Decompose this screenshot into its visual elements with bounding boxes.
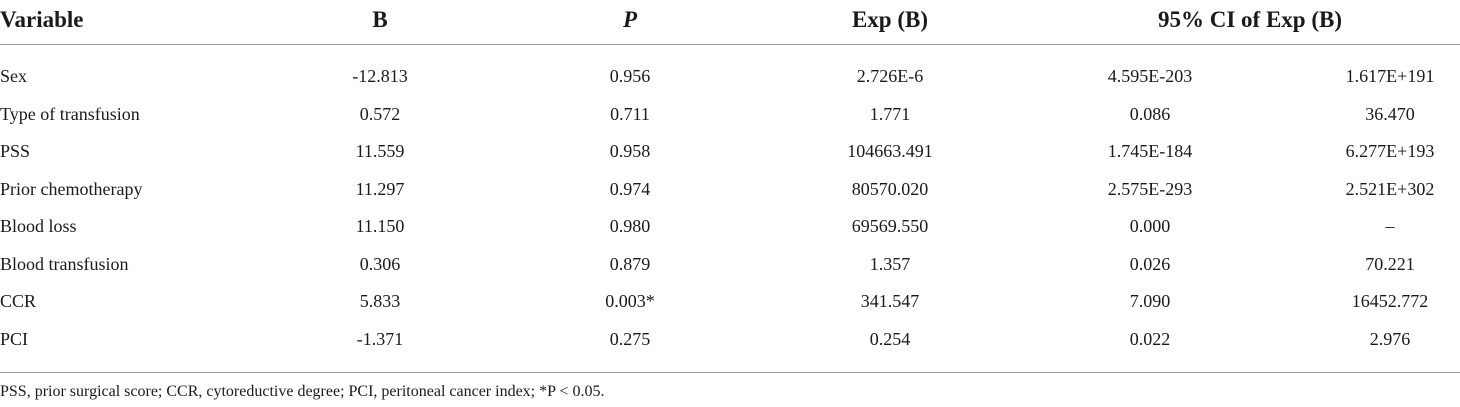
header-b: B	[372, 7, 388, 32]
header-p: P	[530, 0, 730, 40]
cell-variable: PSS	[0, 141, 31, 161]
cell-variable: PCI	[0, 328, 29, 349]
cell-b: 5.833	[359, 291, 401, 311]
cell-ci-low: 1.745E-184	[1107, 141, 1193, 161]
header-exp-b: Exp (B)	[851, 7, 929, 32]
cell-variable: Blood loss	[0, 216, 77, 236]
table-row: Type of transfusion 0.572 0.711 1.771 0.086 3…	[0, 96, 1460, 133]
cell-p: 0.958	[609, 141, 651, 161]
cell-ci-high: 2.521E+302	[1345, 178, 1435, 199]
cell-p: 0.980	[609, 216, 651, 236]
cell-p: 0.879	[609, 253, 651, 274]
cell-b: 0.306	[359, 253, 401, 274]
cell-b: 11.559	[355, 141, 405, 161]
cell-exp-b: 341.547	[860, 291, 920, 311]
cell-exp-b: 69569.550	[851, 216, 929, 236]
cell-b: -12.813	[352, 66, 408, 86]
table-row: Prior chemotherapy 11.297 0.974 80570.020 2.…	[0, 171, 1460, 208]
cell-p: 0.275	[609, 328, 651, 349]
bottom-rule	[0, 372, 1460, 373]
cell-b: -1.371	[356, 328, 404, 349]
cell-ci-high: 70.221	[1365, 253, 1415, 274]
cell-ci-low: 7.090	[1129, 291, 1171, 311]
table-row: Blood transfusion 0.306 0.879 1.357 0.026 70.…	[0, 246, 1460, 283]
cell-exp-b: 2.726E-6	[856, 66, 924, 86]
cell-ci-high: 16452.772	[1351, 291, 1429, 311]
cell-p: 0.003*	[605, 291, 655, 311]
cell-p: 0.711	[610, 103, 650, 124]
cell-ci-low: 2.575E-293	[1107, 178, 1193, 199]
table-row: PSS 11.559 0.958 104663.491 1.745E-184 6.277E…	[0, 133, 1460, 170]
cell-exp-b: 1.357	[869, 253, 911, 274]
table-row: Sex -12.813 0.956 2.726E-6 4.595E-203 1.617E+…	[0, 58, 1460, 95]
table-footnote: PSS, prior surgical score; CCR, cytoredu…	[0, 383, 605, 400]
cell-b: 0.572	[359, 103, 401, 124]
cell-ci-low: 0.086	[1129, 103, 1171, 124]
cell-b: 11.297	[355, 178, 405, 199]
header-variable: Variable	[0, 7, 84, 32]
cell-variable: Sex	[0, 66, 27, 86]
cell-variable: Blood transfusion	[0, 253, 129, 274]
cell-ci-low: 0.026	[1129, 253, 1171, 274]
cell-ci-high: 6.277E+193	[1345, 141, 1435, 161]
cell-ci-high: 36.470	[1365, 103, 1415, 124]
table-row: Blood loss 11.150 0.980 69569.550 0.000 –	[0, 208, 1460, 245]
cell-ci-low: 0.022	[1129, 328, 1171, 349]
cell-ci-high: 1.617E+191	[1345, 66, 1435, 86]
cell-ci-low: 0.000	[1129, 216, 1171, 236]
header-ci: 95% CI of Exp (B)	[1157, 7, 1342, 32]
cell-variable: CCR	[0, 291, 37, 311]
table-row: CCR 5.833 0.003* 341.547 7.090 16452.772	[0, 283, 1460, 320]
cell-exp-b: 0.254	[869, 328, 911, 349]
cell-ci-low: 4.595E-203	[1107, 66, 1193, 86]
cell-p: 0.974	[609, 178, 651, 199]
cell-exp-b: 1.771	[869, 103, 911, 124]
cell-ci-high: –	[1385, 216, 1395, 236]
table-header-row: Variable B P Exp (B) 95% CI of Exp (B)	[0, 0, 1460, 40]
cell-variable: Prior chemotherapy	[0, 178, 143, 199]
header-rule	[0, 44, 1460, 45]
header-p-label: P	[622, 7, 638, 32]
cell-ci-high: 2.976	[1369, 328, 1411, 349]
cell-exp-b: 80570.020	[851, 178, 929, 199]
cell-b: 11.150	[355, 216, 405, 236]
cell-exp-b: 104663.491	[847, 141, 933, 161]
cell-p: 0.956	[609, 66, 651, 86]
table-row: PCI -1.371 0.275 0.254 0.022 2.976	[0, 321, 1460, 358]
cell-variable: Type of transfusion	[0, 103, 140, 124]
